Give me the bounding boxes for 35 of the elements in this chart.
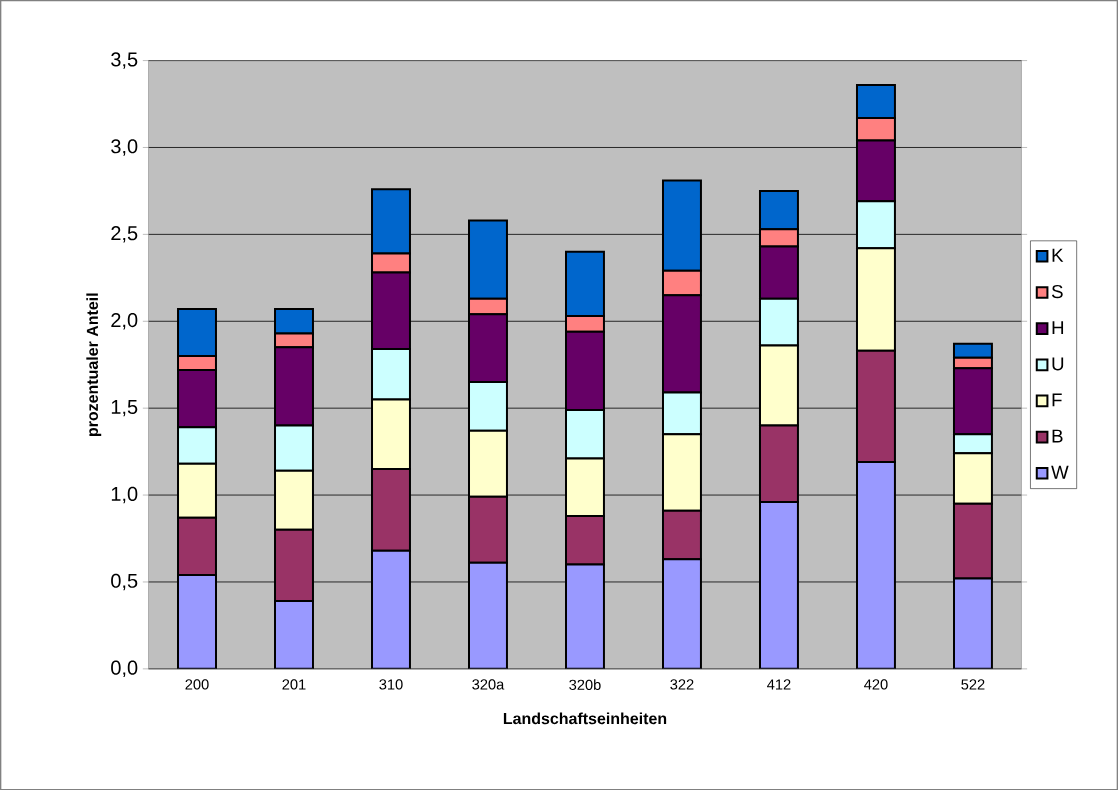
x-tick-label: 310	[379, 679, 403, 690]
y-tick-label: 2,0	[111, 312, 138, 330]
legend-label: K	[1052, 248, 1064, 262]
bar	[952, 577, 993, 669]
bar	[661, 558, 702, 669]
bar	[177, 573, 217, 669]
bar	[758, 500, 799, 669]
y-tick-label: 2,5	[111, 225, 138, 243]
y-tick-label: 1,5	[111, 399, 138, 417]
x-tick-label: 320a	[472, 679, 505, 690]
legend-label: U	[1052, 357, 1064, 371]
bar	[468, 561, 508, 669]
y-axis-title: prozentualer Anteil	[86, 293, 102, 436]
y-tick-label: 3,5	[111, 52, 138, 69]
y-tick-label: 0,5	[111, 573, 138, 591]
legend-label: H	[1052, 321, 1064, 334]
y-tick-label: 1,0	[111, 486, 138, 504]
y-tick-label: 3,0	[111, 139, 138, 156]
x-tick-label: 322	[670, 679, 694, 690]
x-tick-label: 522	[961, 679, 985, 690]
bar	[855, 460, 896, 669]
bar	[565, 563, 605, 669]
y-tick-label: 0,0	[111, 660, 138, 677]
legend-label: B	[1052, 429, 1063, 443]
x-tick-label: 412	[767, 679, 791, 690]
x-tick-label: 420	[864, 679, 888, 690]
legend-label: S	[1051, 284, 1063, 298]
bar	[274, 599, 314, 669]
x-tick-label: 201	[282, 679, 306, 690]
legend-label: F	[1052, 393, 1062, 407]
legend-label: W	[1051, 465, 1069, 479]
bar	[371, 549, 411, 669]
x-tick-label: 320b	[569, 679, 601, 690]
x-tick-label: 200	[185, 679, 209, 690]
x-axis-title: Landschaftseinheiten	[503, 712, 667, 724]
